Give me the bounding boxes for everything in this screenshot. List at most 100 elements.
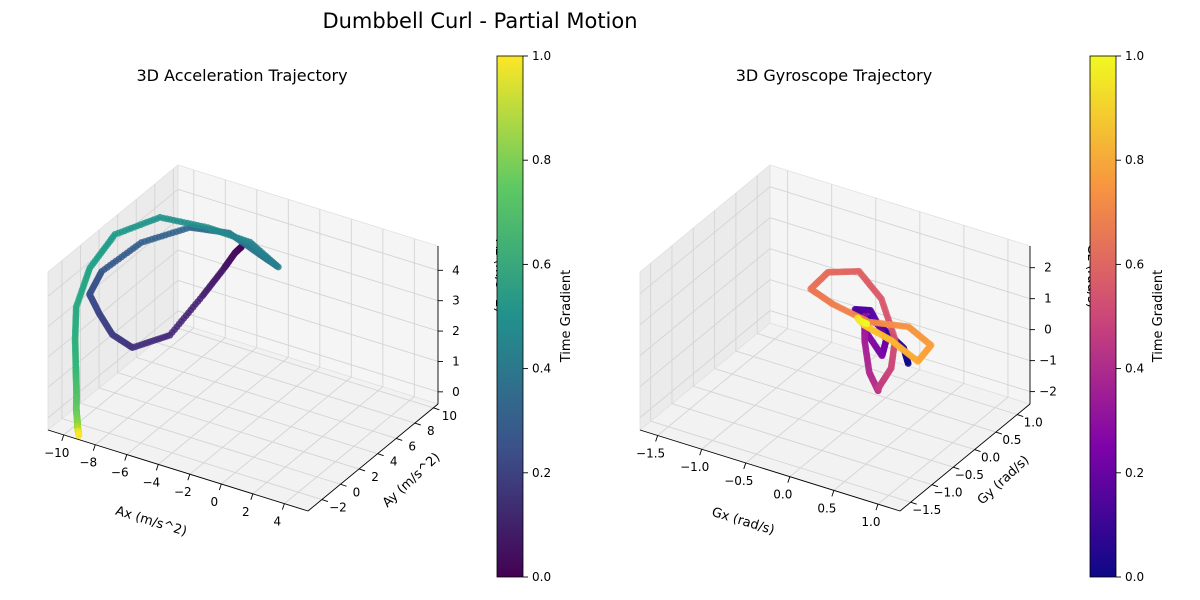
x-tick-mark	[155, 464, 159, 471]
gridline	[98, 387, 360, 470]
z-tick-label: 2	[1044, 261, 1052, 275]
x-tick-label: −0.5	[724, 474, 753, 488]
gyroscope-panel: 3D Gyroscope Trajectory −1.5 −1.0 −0.5 0.0 0…	[636, 66, 1099, 538]
colorbar-tick-label: 0.8	[532, 153, 551, 167]
gridline	[789, 369, 921, 478]
x-tick-label: 1.0	[861, 515, 880, 529]
z-tick-label: 0	[1044, 323, 1052, 337]
x-tick-mark	[699, 449, 703, 456]
acceleration-title: 3D Acceleration Trajectory	[136, 66, 347, 85]
gridline	[877, 396, 1009, 505]
gridline	[47, 310, 179, 419]
acceleration-colorbar-fill	[496, 55, 524, 578]
gridline	[639, 279, 771, 387]
y-tick-label: −1.0	[933, 486, 962, 500]
x-tick-label: −2	[174, 485, 192, 499]
y-tick-mark	[433, 407, 440, 411]
colorbar-tick-label: 0.6	[1125, 257, 1144, 271]
x-tick-label: −10	[44, 446, 69, 460]
x-axis-line	[47, 429, 309, 512]
colorbar-tick-label: 0.6	[532, 257, 551, 271]
gridline	[221, 376, 352, 485]
gridline	[639, 310, 771, 418]
x-tick-label: 0.0	[773, 488, 792, 502]
z-tick-label: 3	[452, 294, 460, 308]
gyroscope-ticks: −1.5−1.0−0.50.00.51.0−1.5−1.0−0.50.00.51…	[636, 246, 1057, 529]
y-axis-line	[899, 403, 1031, 512]
colorbar-tick-label: 1.0	[532, 49, 551, 63]
y-tick-mark	[974, 449, 981, 453]
gridline	[117, 372, 378, 455]
gridline	[284, 396, 415, 504]
x-tick-mark	[92, 444, 96, 451]
y-tick-label: −0.5	[955, 468, 984, 482]
colorbar-tick-label: 0.2	[532, 466, 551, 480]
gridline	[177, 249, 439, 332]
acceleration-x-label: Ax (m/s^2)	[114, 504, 189, 540]
z-tick-label: 4	[452, 263, 460, 277]
gridline	[177, 280, 439, 362]
x-tick-label: 0.5	[817, 501, 836, 515]
gridline	[650, 420, 911, 503]
gridline	[47, 249, 179, 358]
gridline	[769, 217, 1031, 300]
x-tick-label: −6	[111, 466, 129, 480]
y-tick-label: 4	[390, 455, 398, 469]
acceleration-colorbar-ticks: 0.0 0.2 0.4 0.6 0.8 1.0	[523, 49, 551, 584]
x-tick-label: −1.0	[680, 460, 709, 474]
gridline	[177, 310, 439, 393]
x-tick-label: 0	[211, 495, 219, 509]
y-tick-mark	[321, 499, 329, 502]
gridline	[80, 402, 341, 485]
acceleration-colorbar-label: Time Gradient	[559, 270, 574, 364]
trajectory-point	[75, 432, 83, 439]
gyroscope-colorbar-label: Time Gradient	[1151, 270, 1166, 364]
y-tick-label: 0.0	[981, 451, 1000, 465]
x-tick-mark	[875, 503, 879, 511]
gyroscope-title: 3D Gyroscope Trajectory	[736, 66, 932, 85]
z-tick-label: −1	[1039, 354, 1057, 368]
figure-title: Dumbbell Curl - Partial Motion	[322, 9, 637, 33]
x-tick-mark	[831, 490, 835, 497]
gridline	[657, 328, 788, 436]
x-tick-mark	[187, 474, 191, 481]
y-tick-mark	[340, 483, 347, 487]
gridline	[61, 418, 323, 500]
x-tick-mark	[655, 435, 659, 442]
gyroscope-colorbar-fill	[1089, 55, 1117, 578]
x-tick-mark	[61, 434, 65, 442]
gridline	[769, 248, 1031, 331]
colorbar-tick-label: 1.0	[1125, 49, 1144, 63]
gyroscope-points	[807, 267, 935, 395]
acceleration-panel: 3D Acceleration Trajectory −10−8−6−4−202…	[44, 66, 507, 540]
gridline	[47, 188, 179, 297]
gridline	[769, 186, 1031, 269]
gridline	[94, 337, 226, 446]
y-tick-mark	[953, 466, 960, 470]
gyroscope-gridlines	[639, 170, 1031, 505]
x-tick-mark	[250, 493, 254, 500]
y-tick-label: −1.5	[912, 503, 941, 517]
gyroscope-x-label: Gx (rad/s)	[710, 505, 776, 538]
gridline	[173, 326, 434, 409]
acceleration-points	[71, 213, 282, 439]
colorbar-tick-label: 0.4	[532, 362, 551, 376]
x-tick-label: 2	[242, 505, 250, 519]
y-tick-label: 2	[371, 470, 379, 484]
z-tick-label: −2	[1039, 385, 1057, 399]
gyroscope-colorbar-ticks: 0.0 0.2 0.4 0.6 0.8 1.0	[1116, 49, 1144, 584]
colorbar-tick-label: 0.8	[1125, 153, 1144, 167]
gridline	[136, 356, 397, 439]
gridline	[745, 355, 877, 464]
z-tick-label: 0	[452, 385, 460, 399]
colorbar-tick-label: 0.0	[1125, 570, 1144, 584]
z-tick-label: 2	[452, 324, 460, 338]
gridline	[639, 217, 771, 326]
x-tick-label: −1.5	[636, 446, 665, 460]
x-tick-mark	[787, 476, 791, 483]
acceleration-panes	[47, 164, 439, 512]
gridline	[693, 385, 954, 468]
y-tick-label: 10	[442, 409, 457, 423]
